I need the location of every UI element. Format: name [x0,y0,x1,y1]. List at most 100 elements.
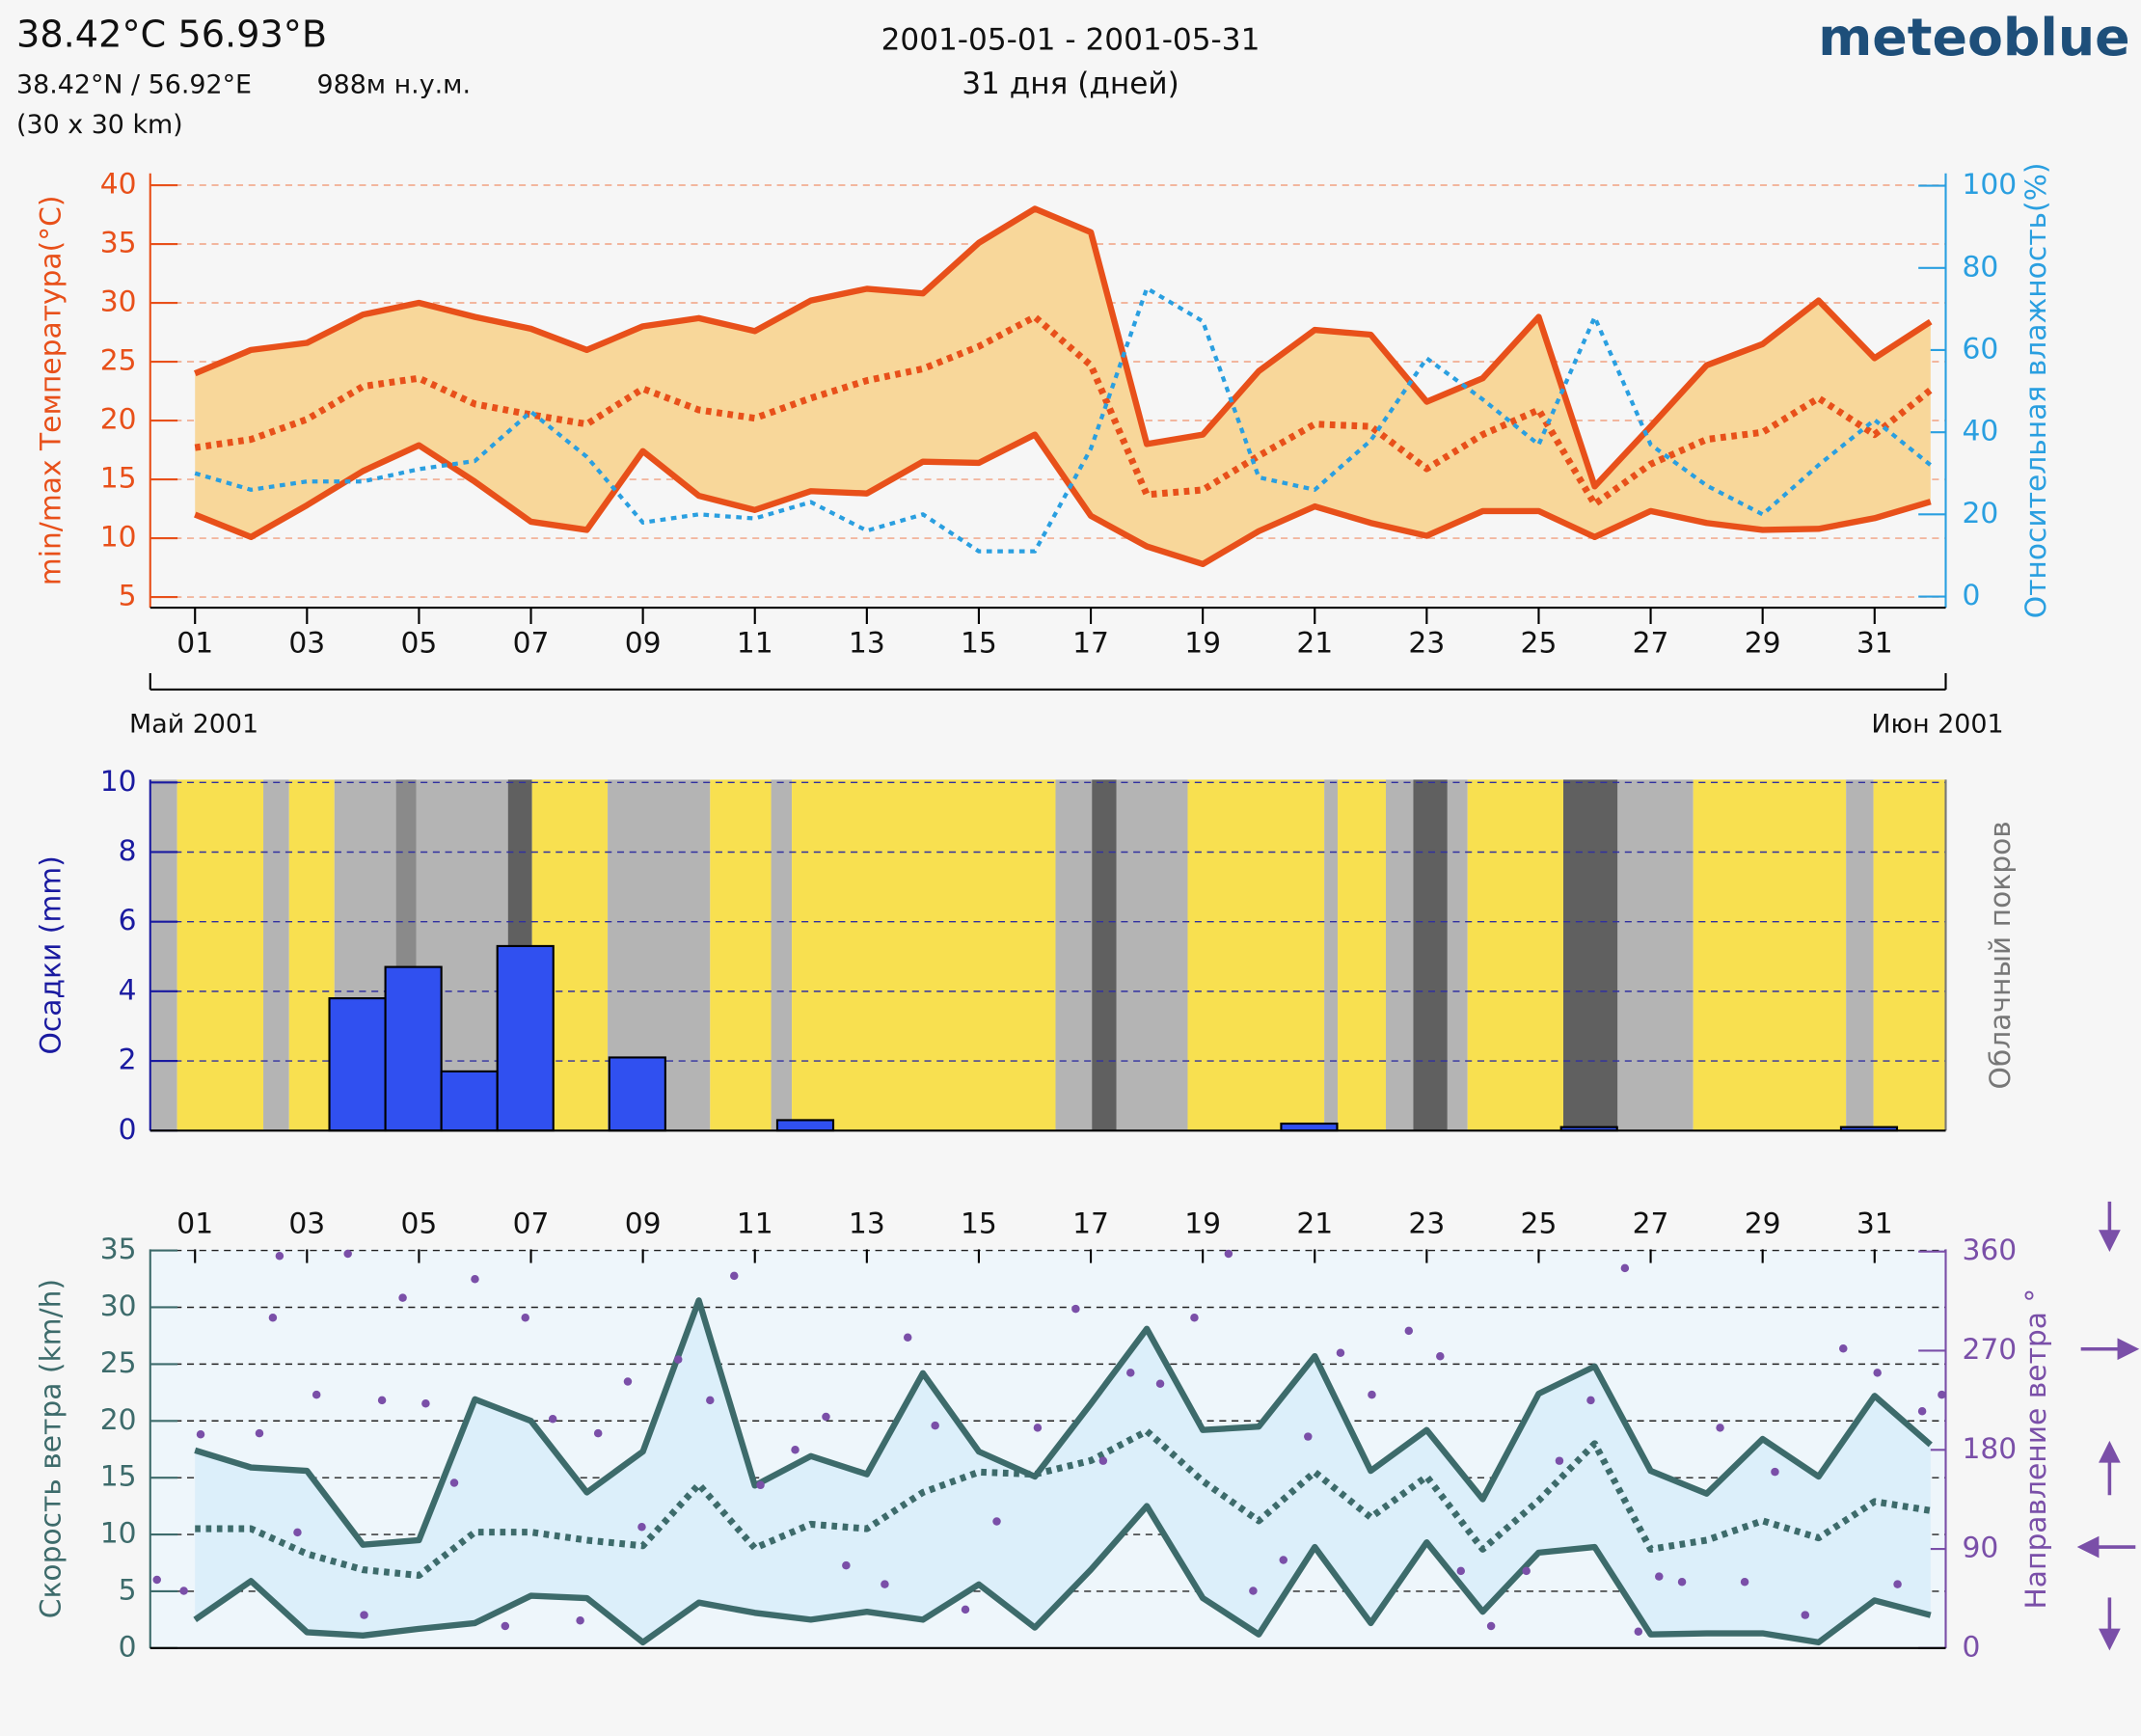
elevation: 988м н.у.м. [316,70,471,100]
x-tick-label: 03 [288,627,325,661]
y-tick-label: 25 [100,1346,137,1380]
wind-direction-dot [255,1428,264,1438]
x-tick-label: 31 [1856,627,1893,661]
y2-tick-label: 80 [1962,250,1998,284]
x-tick-label: 17 [1072,1207,1109,1240]
y-tick-label: 35 [100,227,137,260]
wind-direction-dot [548,1415,557,1424]
wind-direction-dot [275,1252,285,1261]
y2-tick-label: 180 [1962,1432,2017,1466]
x-tick-label: 29 [1745,1207,1781,1240]
x-tick-label: 21 [1296,1207,1333,1240]
coordinates: 38.42°N / 56.92°E [16,70,252,100]
wind-direction-dot [931,1421,939,1430]
cloud-cover-band [1187,779,1325,1131]
wind-direction-dot [1404,1326,1414,1336]
cloud-cover-band [710,779,772,1131]
x-tick-label: 27 [1633,1207,1669,1240]
wind-direction-dot [268,1313,278,1322]
wind-direction-dot [1586,1396,1595,1405]
cloud-cover-band [1873,779,1946,1131]
y-tick-label: 40 [100,168,137,202]
x-tick-label: 09 [625,1207,662,1240]
y2-axis-title: Облачный покров [1984,821,2018,1089]
precipitation-bar [384,965,443,1132]
period: 2001-05-01 - 2001-05-31 [881,22,1260,57]
resolution: (30 x 30 km) [16,110,183,140]
arrow-head [2099,1628,2121,1651]
wind-direction-dot [521,1313,529,1322]
series-line [194,285,1933,554]
wind-direction-dot [1771,1467,1779,1477]
y-axis-title: Скорость ветра (km/h) [34,1279,68,1618]
precipitation-bar [496,944,555,1132]
x-tick-label: 27 [1633,627,1669,661]
cloud-cover-band [176,779,264,1131]
x-tick-label: 25 [1521,627,1558,661]
wind-direction-dot [1522,1566,1531,1576]
y2-tick-label: 40 [1962,415,1998,448]
cloud-cover-band [1447,779,1468,1131]
wind-direction-dot [756,1480,765,1490]
y2-tick-label: 20 [1962,497,1998,530]
cloud-cover-band [1116,779,1188,1131]
wind-direction-dot [706,1396,715,1405]
month-label: Июн 2001 [1871,709,2003,739]
range-band [195,1300,1931,1642]
cloud-cover-band [288,779,335,1131]
x-tick-label: 13 [849,1207,885,1240]
precipitation-bar [1280,1122,1339,1132]
cloud-cover-band [1467,779,1564,1131]
x-tick-label: 01 [176,1207,213,1240]
x-tick-label: 21 [1296,627,1333,661]
wind-direction-dot [1249,1587,1258,1595]
wind-direction-dot [1486,1621,1496,1631]
cloud-cover-band [1693,779,1847,1131]
y-tick-label: 10 [100,1517,137,1551]
y-tick-label: 6 [119,904,137,937]
x-tick-label: 01 [176,627,213,661]
cloud-cover-band [149,779,177,1131]
wind-direction-dot [1456,1566,1466,1576]
wind-direction-dot [1033,1424,1043,1432]
y-tick-label: 4 [119,973,137,1007]
cloud-cover-band [263,779,289,1131]
y-tick-label: 0 [119,1630,137,1664]
arrow-head [2099,1440,2121,1463]
location-title: 38.42°C 56.93°B [16,14,327,57]
wind-direction-dot [179,1587,188,1595]
cloud-cover-band [771,779,793,1131]
wind-direction-dot [1279,1556,1287,1564]
wind-direction-dot [312,1390,321,1399]
wind-direction-dot [673,1355,683,1364]
y-tick-label: 10 [100,521,137,555]
wind-direction-dot [1655,1572,1664,1581]
wind-direction-dot [1071,1304,1080,1314]
logo: meteoblue [1818,7,2129,68]
y-tick-label: 5 [119,580,137,613]
cloud-cover-band [792,779,1056,1131]
wind-direction-dot [791,1446,799,1454]
y-tick-label: 0 [119,1113,137,1147]
wind-direction-dot [1740,1578,1749,1587]
wind-direction-dot [360,1611,368,1619]
cloud-cover-band [1385,779,1414,1131]
wind-direction-dot [1304,1432,1313,1441]
series-line [193,205,1933,490]
day-count: 31 дня (дней) [962,67,1179,101]
wind-direction-dot [576,1616,584,1625]
x-tick-label: 19 [1184,1207,1221,1240]
wind-direction-dot [903,1333,912,1343]
wind-direction-dot [1190,1313,1199,1322]
wind-direction-dot [1634,1627,1643,1636]
x-tick-label: 07 [513,1207,550,1240]
wind-direction-dot [1555,1456,1564,1465]
cloud-cover-band [1055,779,1093,1131]
wind-direction-dot [471,1275,479,1284]
x-tick-label: 25 [1521,1207,1558,1240]
y-tick-label: 10 [100,765,137,799]
wind-direction-dot [1336,1348,1345,1358]
cloud-cover-band [1846,779,1874,1131]
series-line [194,313,1933,508]
wind-direction-dot [1677,1578,1687,1587]
